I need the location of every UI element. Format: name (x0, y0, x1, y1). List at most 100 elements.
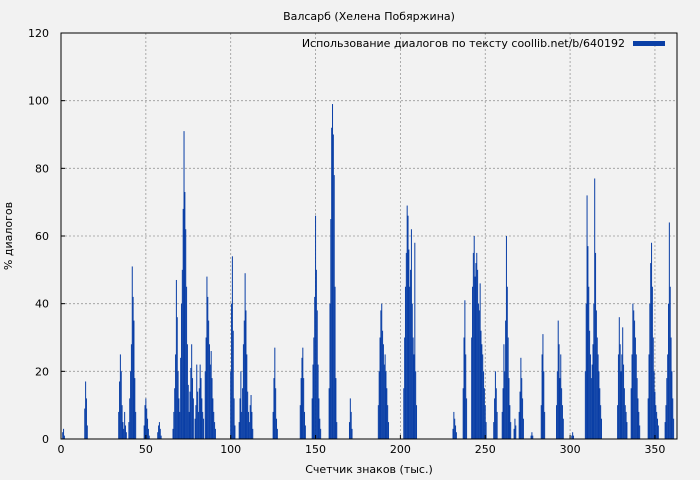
bar (464, 300, 466, 439)
bar (617, 354, 619, 439)
bar (274, 347, 276, 439)
bar (312, 364, 314, 439)
bar (380, 310, 382, 439)
bar (320, 428, 322, 439)
bar (414, 242, 416, 439)
x-tick-label: 50 (139, 443, 153, 456)
bar (157, 432, 159, 439)
bar (599, 388, 601, 439)
bar (595, 252, 597, 439)
bar (211, 378, 213, 439)
bar (333, 175, 335, 439)
bar (336, 422, 338, 439)
bar (185, 229, 187, 439)
bar (197, 411, 199, 439)
bar (589, 354, 591, 439)
bar (530, 435, 532, 439)
bar (472, 286, 474, 439)
y-tick-label: 60 (35, 230, 49, 243)
bar (502, 388, 504, 439)
bar (205, 337, 207, 439)
bar (187, 384, 189, 439)
bar (590, 378, 592, 439)
bar (197, 391, 199, 439)
bar (350, 411, 352, 439)
bar (84, 408, 86, 439)
bar (276, 418, 278, 439)
bar (637, 398, 639, 439)
bar (124, 411, 126, 439)
bar (477, 269, 479, 439)
bar (176, 317, 178, 439)
bar (655, 405, 657, 439)
x-tick-label: 350 (644, 443, 665, 456)
bar (407, 215, 409, 439)
x-axis-label: Счетчик знаков (тыс.) (305, 463, 433, 476)
bar (209, 364, 211, 439)
bar (413, 354, 415, 439)
bar (416, 405, 418, 439)
bar (635, 354, 637, 439)
bar (483, 371, 485, 439)
bar (318, 398, 320, 439)
bar (131, 266, 133, 439)
bar (626, 422, 628, 439)
bar (148, 435, 150, 439)
bar (639, 425, 641, 439)
x-tick-label: 150 (305, 443, 326, 456)
bar (651, 242, 653, 439)
bar (518, 411, 520, 439)
bar (330, 219, 332, 439)
bar (630, 388, 632, 439)
bar (406, 205, 408, 439)
bar (206, 276, 208, 439)
bar (673, 418, 675, 439)
bar (244, 273, 246, 439)
bar (514, 418, 516, 439)
bar (182, 208, 184, 439)
bar (522, 418, 524, 439)
bar (214, 428, 216, 439)
bar (184, 192, 186, 439)
bar (172, 428, 174, 439)
bar (475, 263, 477, 439)
x-tick-label: 100 (220, 443, 241, 456)
bar (313, 337, 315, 439)
bar (130, 344, 132, 439)
bar (593, 303, 595, 439)
bar (383, 364, 385, 439)
bar (652, 337, 654, 439)
bar (128, 422, 130, 439)
x-tick-label: 200 (390, 443, 411, 456)
bar (238, 422, 240, 439)
bar (304, 425, 306, 439)
bar (146, 408, 148, 439)
bar (248, 411, 250, 439)
bar (649, 303, 651, 439)
bar (207, 296, 209, 439)
bar (600, 405, 602, 439)
bar (556, 405, 558, 439)
bar (379, 337, 381, 439)
bar (239, 398, 241, 439)
bar (664, 422, 666, 439)
bar (666, 378, 668, 439)
bar (572, 435, 574, 439)
bar (208, 344, 210, 439)
bar (315, 269, 317, 439)
bar (248, 422, 250, 439)
bar (303, 378, 305, 439)
bar (624, 405, 626, 439)
bar (234, 425, 236, 439)
bar (200, 378, 202, 439)
bar (118, 411, 120, 439)
bar (121, 405, 123, 439)
bar (462, 388, 464, 439)
bar (180, 303, 182, 439)
bar (671, 371, 673, 439)
bar (192, 398, 194, 439)
bar (543, 371, 545, 439)
bar (180, 357, 182, 439)
bar (408, 249, 410, 439)
bar (617, 405, 619, 439)
